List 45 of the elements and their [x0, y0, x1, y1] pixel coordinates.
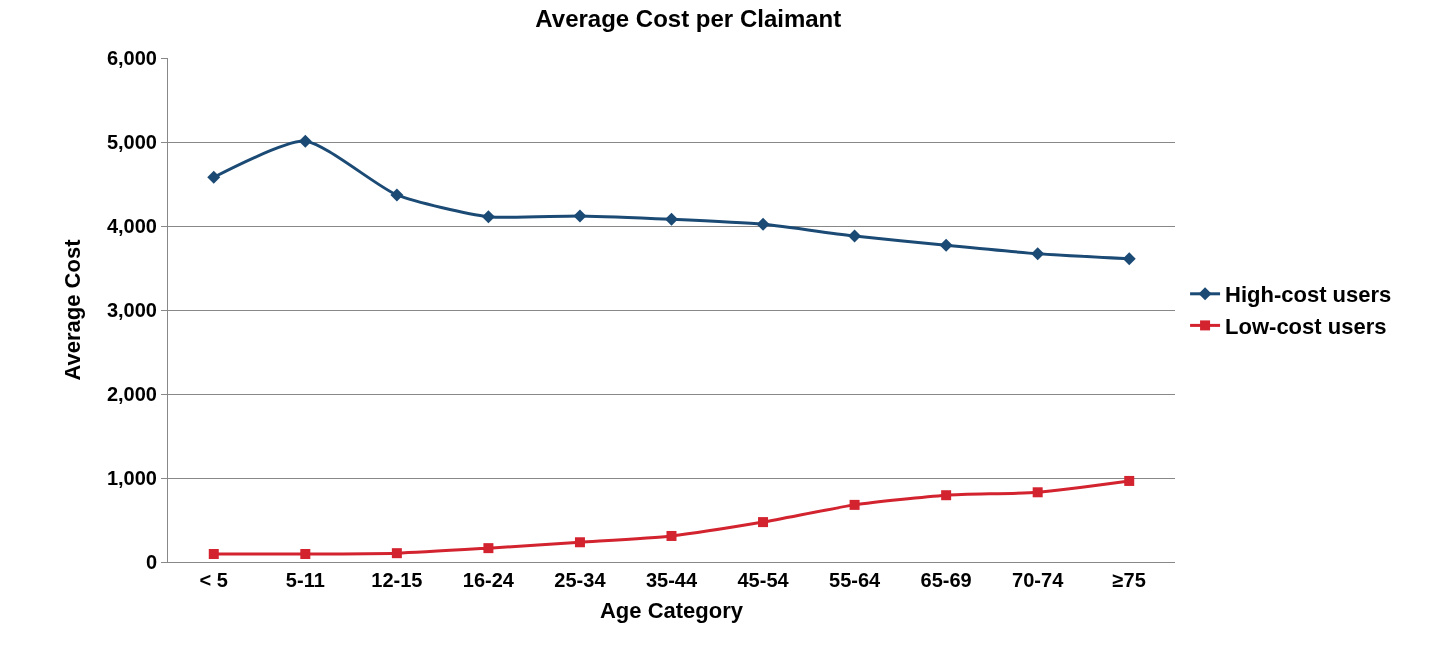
- point: [849, 499, 860, 510]
- x-tick-label: 70-74: [1012, 569, 1065, 591]
- point: [483, 543, 494, 554]
- point: [1122, 252, 1136, 266]
- y-tick-label: 0: [145, 551, 157, 573]
- x-tick-label: 55-64: [829, 569, 882, 591]
- x-tick-label: 16-24: [462, 569, 515, 591]
- x-tick-label: 65-69: [920, 569, 972, 591]
- y-tick-label: 4,000: [106, 215, 157, 237]
- y-tick-label: 6,000: [106, 47, 157, 69]
- legend-label: Low-cost users: [1225, 313, 1387, 339]
- y-tick-label: 3,000: [106, 299, 157, 321]
- point: [300, 549, 311, 560]
- x-tick-label: 45-54: [737, 569, 790, 591]
- x-tick-label: 35-44: [645, 569, 698, 591]
- y-tick-label: 5,000: [106, 131, 157, 153]
- point: [666, 530, 677, 541]
- point: [391, 548, 402, 559]
- point: [298, 134, 312, 148]
- point: [390, 188, 404, 202]
- point: [573, 209, 587, 223]
- point: [665, 212, 678, 226]
- point: [756, 217, 770, 231]
- x-tick-label: 12-15: [371, 569, 423, 591]
- legend-label: High-cost users: [1225, 282, 1392, 308]
- point: [574, 537, 585, 548]
- point: [1031, 247, 1045, 261]
- y-tick-label: 2,000: [106, 383, 157, 405]
- point: [758, 517, 769, 528]
- x-tick-label: 25-34: [554, 569, 607, 591]
- point: [848, 229, 862, 243]
- point: [1032, 487, 1043, 498]
- point: [939, 238, 953, 252]
- y-axis-title: Average Cost: [59, 238, 85, 381]
- point: [1124, 475, 1135, 486]
- y-tick-label: 1,000: [106, 467, 157, 489]
- x-tick-label: ≥75: [1112, 569, 1146, 591]
- x-tick-label: 5-11: [285, 569, 325, 591]
- point: [481, 210, 495, 224]
- point: [941, 490, 952, 501]
- point: [208, 549, 219, 560]
- x-tick-label: < 5: [199, 569, 228, 591]
- point: [207, 170, 221, 184]
- chart-title: Average Cost per Claimant: [535, 4, 842, 32]
- x-axis-title: Age Category: [599, 597, 744, 623]
